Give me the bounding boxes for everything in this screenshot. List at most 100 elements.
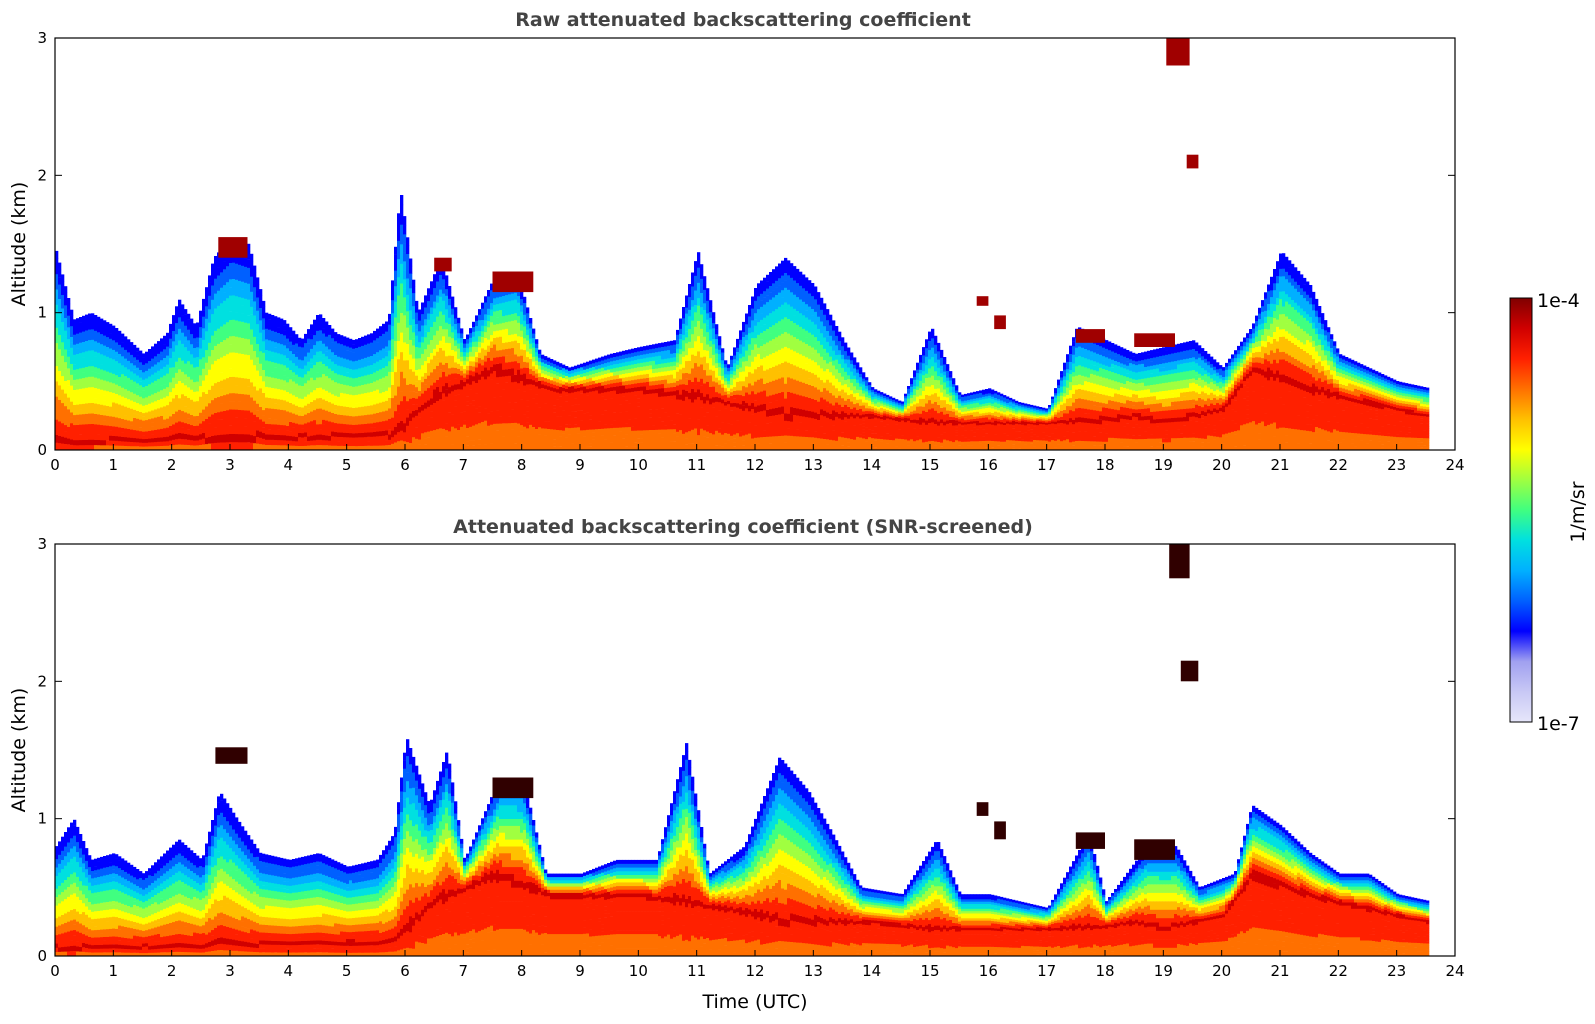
heatmap-cell — [100, 409, 104, 415]
heatmap-cell — [526, 329, 530, 336]
heatmap-cell — [175, 328, 179, 335]
heatmap-cell — [574, 414, 578, 418]
heatmap-cell — [325, 380, 329, 386]
heatmap-cell — [529, 318, 533, 324]
heatmap-cell — [295, 445, 299, 451]
heatmap-cell — [613, 438, 617, 443]
heatmap-cell — [493, 291, 497, 299]
heatmap-cell — [616, 352, 620, 357]
heatmap-cell — [346, 432, 350, 438]
heatmap-cell — [244, 370, 248, 379]
heatmap-cell — [622, 373, 626, 378]
heatmap-cell — [610, 390, 614, 395]
heatmap-cell — [199, 353, 203, 360]
heatmap-cell — [145, 434, 149, 439]
heatmap-cell — [76, 379, 80, 385]
heatmap-cell — [265, 312, 269, 319]
heatmap-cell — [238, 441, 242, 451]
heatmap-cell — [451, 314, 455, 321]
heatmap-cell — [91, 386, 95, 393]
heatmap-cell — [349, 441, 353, 446]
heatmap-cell — [310, 401, 314, 407]
heatmap-cell — [556, 405, 560, 410]
heatmap-cell — [217, 442, 221, 451]
heatmap-cell — [388, 334, 392, 341]
heatmap-cell — [490, 386, 494, 393]
heatmap-cell — [82, 357, 86, 363]
heatmap-cell — [409, 302, 413, 311]
heatmap-cell — [379, 407, 383, 413]
heatmap-cell — [73, 374, 77, 380]
heatmap-cell — [349, 377, 353, 382]
heatmap-cell — [346, 350, 350, 356]
heatmap-cell — [181, 388, 185, 395]
heatmap-cell — [379, 335, 383, 341]
heatmap-cell — [610, 394, 614, 399]
heatmap-cell — [403, 216, 407, 226]
heatmap-cell — [169, 406, 173, 412]
heatmap-cell — [175, 394, 179, 401]
heatmap-cell — [316, 335, 320, 342]
heatmap-cell — [286, 382, 290, 388]
heatmap-cell — [502, 329, 506, 337]
heatmap-cell — [325, 440, 329, 446]
heatmap-cell — [475, 315, 479, 321]
heatmap-cell — [196, 342, 200, 348]
heatmap-cell — [418, 439, 422, 445]
heatmap-cell — [301, 437, 305, 442]
heatmap-cell — [565, 427, 569, 431]
heatmap-cell — [448, 380, 452, 388]
heatmap-cell — [370, 382, 374, 388]
heatmap-cell — [394, 371, 398, 380]
heatmap-cell — [577, 368, 581, 372]
heatmap-cell — [322, 399, 326, 405]
heatmap-cell — [229, 352, 233, 361]
heatmap-cell — [124, 397, 128, 403]
heatmap-cell — [322, 439, 326, 446]
heatmap-cell — [574, 388, 578, 392]
heatmap-cell — [349, 351, 353, 357]
heatmap-cell — [442, 435, 446, 444]
heatmap-cell — [244, 298, 248, 307]
heatmap-cell — [562, 367, 566, 372]
heatmap-cell — [241, 434, 245, 443]
heatmap-cell — [424, 444, 428, 451]
heatmap-cell — [532, 431, 536, 437]
heatmap-cell — [328, 363, 332, 369]
heatmap-cell — [136, 398, 140, 404]
heatmap-cell — [196, 405, 200, 412]
heatmap-cell — [415, 415, 419, 422]
heatmap-cell — [400, 273, 404, 284]
heatmap-cell — [235, 377, 239, 386]
heatmap-cell — [256, 410, 260, 418]
heatmap-cell — [607, 442, 611, 447]
heatmap-cell — [175, 427, 179, 434]
heatmap-cell — [70, 390, 74, 397]
heatmap-cell — [295, 396, 299, 402]
heatmap-cell — [136, 355, 140, 360]
heatmap-cell — [124, 349, 128, 355]
heatmap-cell — [547, 446, 551, 451]
heatmap-cell — [319, 366, 323, 373]
heatmap-cell — [481, 348, 485, 354]
heatmap-cell — [241, 329, 245, 338]
heatmap-cell — [619, 385, 623, 390]
heatmap-cell — [547, 418, 551, 422]
heatmap-cell — [175, 422, 179, 429]
heatmap-cell — [376, 365, 380, 371]
heatmap-cell — [322, 424, 326, 430]
heatmap-cell — [607, 413, 611, 418]
heatmap-cell — [262, 375, 266, 382]
heatmap-cell — [589, 436, 593, 440]
heatmap-cell — [232, 335, 236, 345]
heatmap-cell — [565, 366, 569, 370]
heatmap-cell — [205, 343, 209, 351]
heatmap-cell — [142, 420, 146, 425]
heatmap-cell — [160, 364, 164, 369]
heatmap-cell — [475, 444, 479, 451]
heatmap-cell — [241, 321, 245, 330]
heatmap-cell — [238, 304, 242, 314]
heatmap-cell — [163, 410, 167, 416]
heatmap-cell — [193, 430, 197, 436]
heatmap-cell — [580, 380, 584, 384]
